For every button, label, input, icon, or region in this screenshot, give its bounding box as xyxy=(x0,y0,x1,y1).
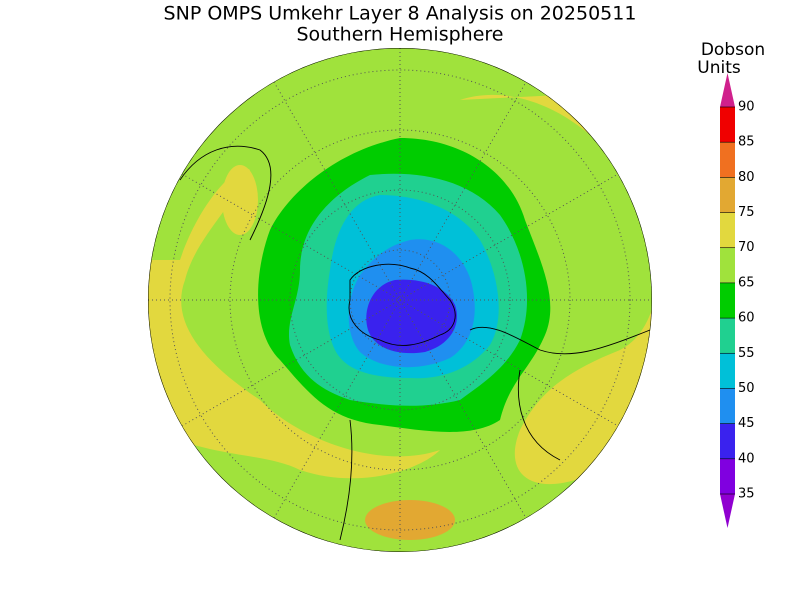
colorbar-tick-label: 45 xyxy=(738,416,755,431)
colorbar-tick-label: 55 xyxy=(738,346,755,361)
map-field xyxy=(460,118,552,225)
colorbar-under xyxy=(720,494,735,528)
colorbar-tick-label: 85 xyxy=(738,135,755,150)
colorbar-label: Units xyxy=(697,58,741,78)
colorbar-band xyxy=(720,177,735,213)
colorbar-tick-label: 50 xyxy=(738,381,755,396)
colorbar-band xyxy=(720,212,735,248)
grid-circle xyxy=(289,189,511,411)
grid-meridians xyxy=(148,48,652,552)
colorbar-band xyxy=(720,458,735,494)
coastline xyxy=(179,145,651,541)
colorbar-band xyxy=(720,247,735,283)
map-field xyxy=(365,500,455,540)
colorbar-band xyxy=(720,142,735,178)
colorbar-band xyxy=(720,388,735,424)
colorbar-tick-label: 35 xyxy=(738,487,755,502)
map xyxy=(148,48,652,552)
colorbar-band xyxy=(720,282,735,319)
map-field xyxy=(366,279,457,354)
colorbar-tick-label: 60 xyxy=(738,311,755,326)
map-field xyxy=(148,90,652,552)
colorbar-tick-label: 65 xyxy=(738,275,755,290)
colorbar-band xyxy=(720,107,735,143)
colorbar-label: Dobson xyxy=(701,40,765,60)
subtitle: Southern Hemisphere xyxy=(296,24,503,46)
colorbar-over xyxy=(720,73,735,107)
colorbar-band xyxy=(720,423,735,459)
title: SNP OMPS Umkehr Layer 8 Analysis on 2025… xyxy=(164,3,637,25)
colorbar-tick-label: 75 xyxy=(738,205,755,220)
colorbar-tick-label: 40 xyxy=(738,451,755,466)
colorbar-band xyxy=(720,318,735,354)
grid-circle xyxy=(169,69,631,531)
colorbar-tick-label: 70 xyxy=(738,240,755,255)
colorbar-tick-label: 80 xyxy=(738,170,755,185)
map-field xyxy=(222,165,258,235)
colorbar-tick-label: 90 xyxy=(738,100,755,115)
grid-circle xyxy=(229,129,571,471)
colorbar: 35 40 45 50 55 60 65 70 75 80 85 90 xyxy=(720,73,755,528)
colorbar-band xyxy=(720,353,735,389)
